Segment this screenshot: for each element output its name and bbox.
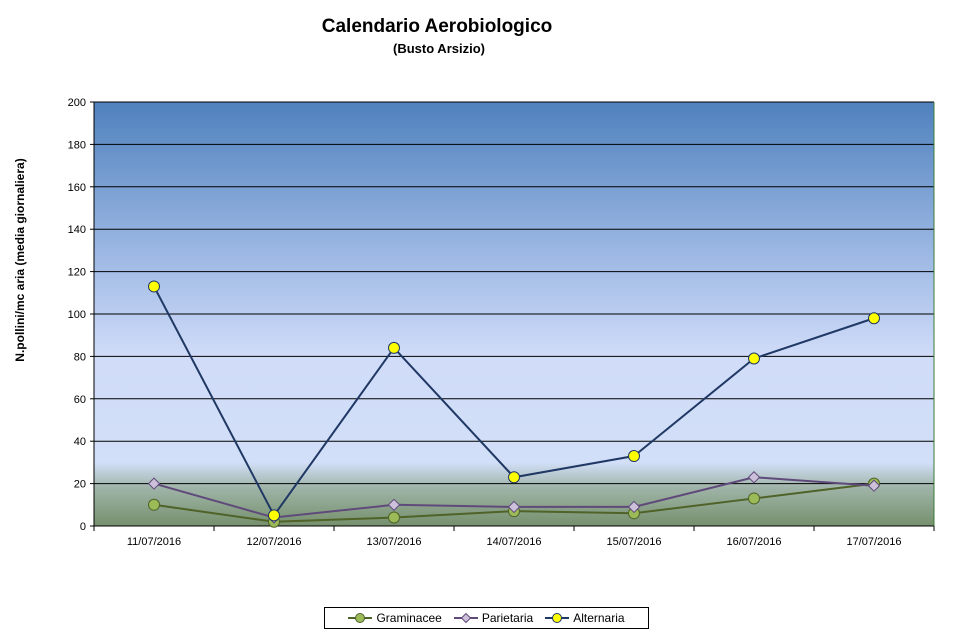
- y-tick-label: 60: [74, 394, 86, 406]
- x-tick-label: 11/07/2016: [127, 536, 181, 548]
- data-point-alternaria: [748, 352, 760, 365]
- data-point-alternaria: [268, 509, 280, 522]
- chart-subtitle: (Busto Arsizio): [393, 41, 485, 56]
- legend-swatch-alternaria: [545, 613, 570, 623]
- legend-label: Alternaria: [573, 611, 625, 625]
- y-ticks: 0 20 40 60 80 100 120 140 160 180 200: [68, 97, 94, 533]
- data-point-graminacee: [748, 492, 760, 505]
- legend-label: Parietaria: [481, 611, 534, 625]
- x-tick-label: 14/07/2016: [486, 536, 541, 548]
- legend-swatch-graminacee: [348, 613, 373, 623]
- data-point-graminacee: [148, 498, 160, 511]
- y-tick-label: 80: [74, 351, 86, 363]
- legend-label: Graminacee: [376, 611, 442, 625]
- x-tick-label: 12/07/2016: [246, 536, 301, 548]
- data-point-alternaria: [388, 341, 400, 354]
- x-tick-label: 13/07/2016: [366, 536, 421, 548]
- x-tick-label: 15/07/2016: [606, 536, 661, 548]
- chart-title: Calendario Aerobiologico: [321, 16, 553, 37]
- data-point-parietaria: [507, 500, 521, 514]
- series-alternaria: [148, 280, 880, 522]
- y-tick-label: 20: [74, 479, 86, 491]
- x-tick-label: 17/07/2016: [846, 536, 901, 548]
- y-tick-label: 100: [68, 309, 86, 321]
- legend-swatch-parietaria: [453, 612, 478, 624]
- data-point-parietaria: [867, 479, 881, 492]
- data-point-parietaria: [747, 471, 761, 484]
- y-tick-label: 200: [68, 97, 86, 109]
- y-tick-label: 40: [74, 436, 86, 448]
- data-point-parietaria: [147, 477, 161, 490]
- x-tick-label: 16/07/2016: [726, 536, 781, 548]
- grid: [94, 101, 934, 485]
- x-ticks: 11/07/2016 12/07/2016 13/07/2016 14/07/2016…: [93, 526, 935, 548]
- legend-item-alternaria: Alternaria: [545, 611, 625, 625]
- data-point-parietaria: [627, 500, 641, 514]
- y-tick-label: 160: [68, 182, 86, 194]
- data-point-graminacee: [388, 511, 400, 524]
- y-tick-label: 0: [80, 521, 86, 533]
- data-point-alternaria: [628, 450, 640, 463]
- series: [147, 280, 881, 528]
- legend-item-graminacee: Graminacee: [348, 611, 442, 625]
- data-point-alternaria: [148, 280, 160, 293]
- data-point-alternaria: [508, 471, 520, 484]
- data-point-alternaria: [868, 312, 880, 325]
- y-tick-label: 180: [68, 139, 86, 151]
- data-point-parietaria: [387, 498, 401, 512]
- y-axis-label: N.pollini/mc aria (media giornaliera): [13, 158, 27, 361]
- legend-item-parietaria: Parietaria: [453, 611, 534, 625]
- y-tick-label: 140: [68, 224, 86, 236]
- legend: Graminacee Parietaria Alternaria: [324, 607, 649, 629]
- y-tick-label: 120: [68, 267, 86, 279]
